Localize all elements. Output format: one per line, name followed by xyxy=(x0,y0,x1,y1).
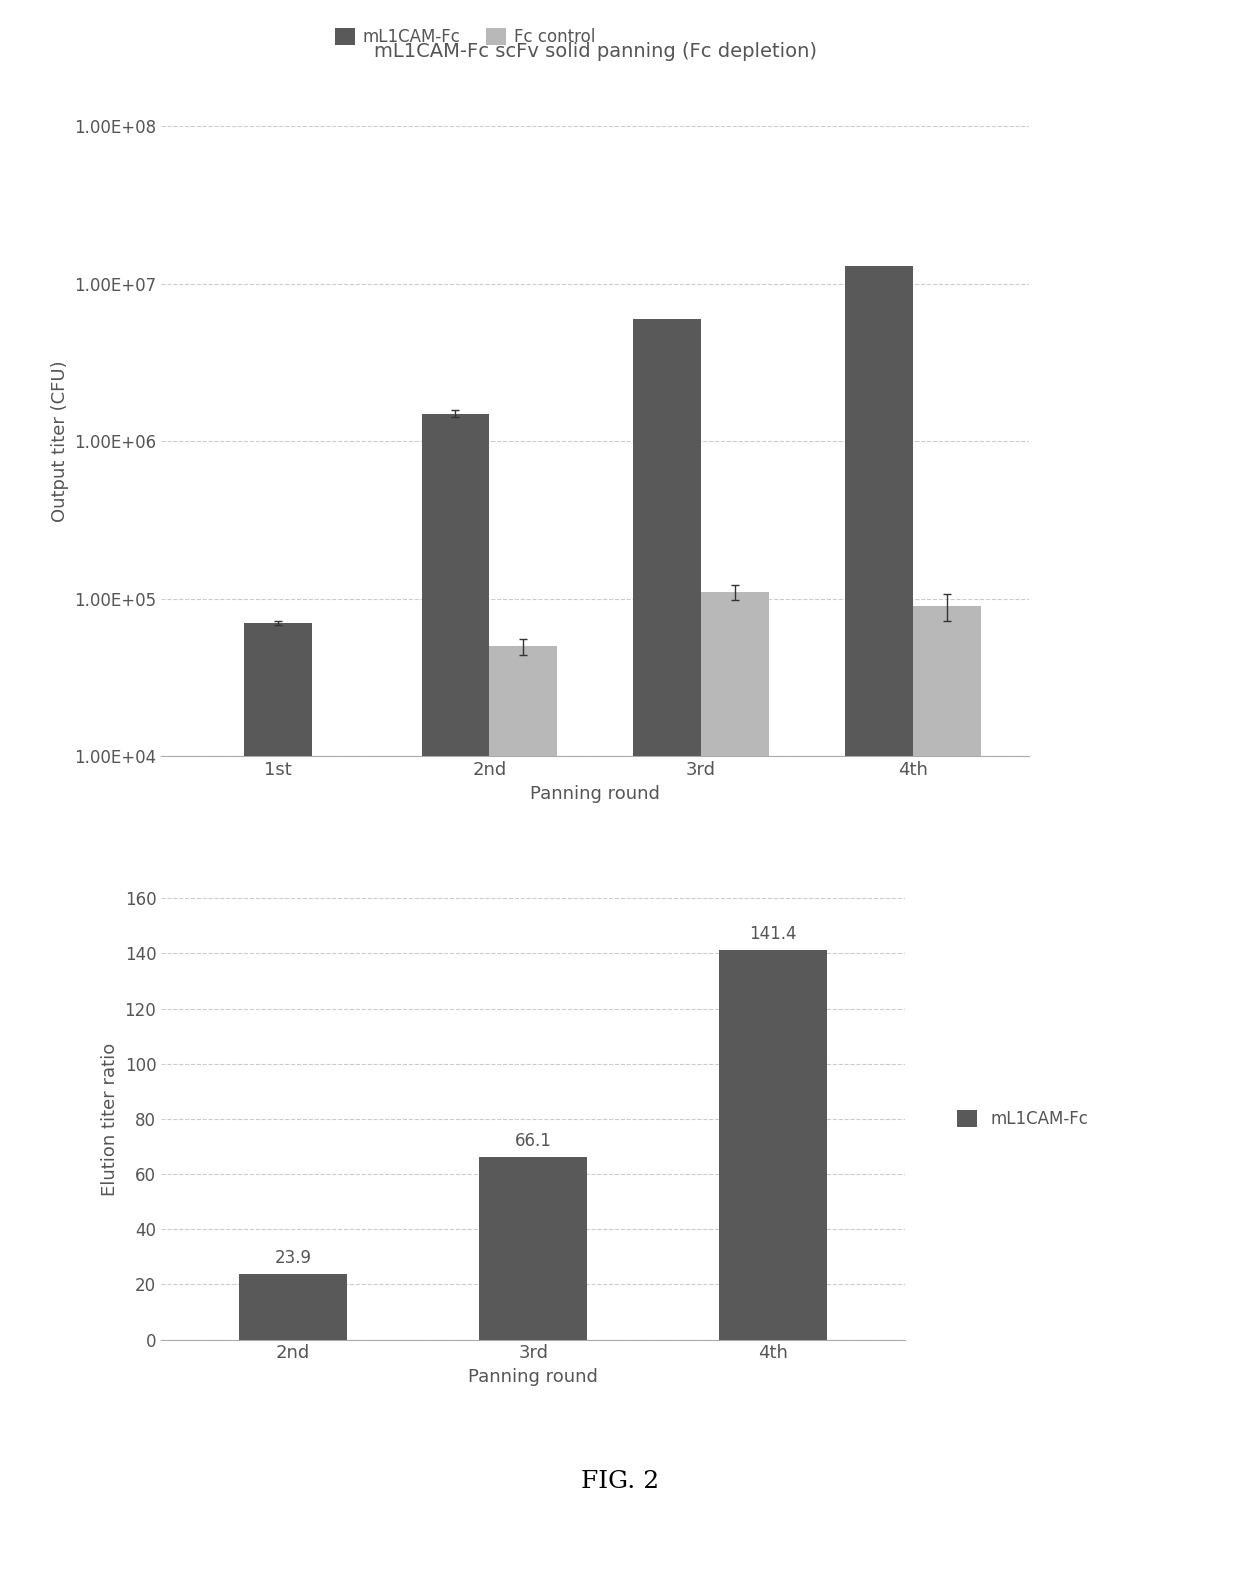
Bar xyxy=(719,950,827,1340)
X-axis label: Panning round: Panning round xyxy=(531,785,660,802)
Bar xyxy=(422,413,490,1576)
Bar xyxy=(844,266,913,1576)
Legend: mL1CAM-Fc: mL1CAM-Fc xyxy=(951,1103,1095,1135)
Text: 66.1: 66.1 xyxy=(515,1133,552,1150)
Y-axis label: Elution titer ratio: Elution titer ratio xyxy=(100,1042,119,1196)
Bar xyxy=(479,1157,588,1340)
Text: 141.4: 141.4 xyxy=(749,925,797,942)
Bar xyxy=(244,623,311,1576)
Y-axis label: Output titer (CFU): Output titer (CFU) xyxy=(51,361,68,522)
X-axis label: Panning round: Panning round xyxy=(469,1368,598,1385)
Bar xyxy=(913,607,981,1576)
Text: FIG. 2: FIG. 2 xyxy=(580,1470,660,1492)
Bar xyxy=(490,646,557,1576)
Title: mL1CAM-Fc scFv solid panning (Fc depletion): mL1CAM-Fc scFv solid panning (Fc depleti… xyxy=(373,41,817,60)
Legend: mL1CAM-Fc, Fc control: mL1CAM-Fc, Fc control xyxy=(327,20,603,52)
Bar xyxy=(634,318,701,1576)
Bar xyxy=(701,593,769,1576)
Bar xyxy=(239,1273,347,1340)
Text: 23.9: 23.9 xyxy=(275,1248,311,1267)
